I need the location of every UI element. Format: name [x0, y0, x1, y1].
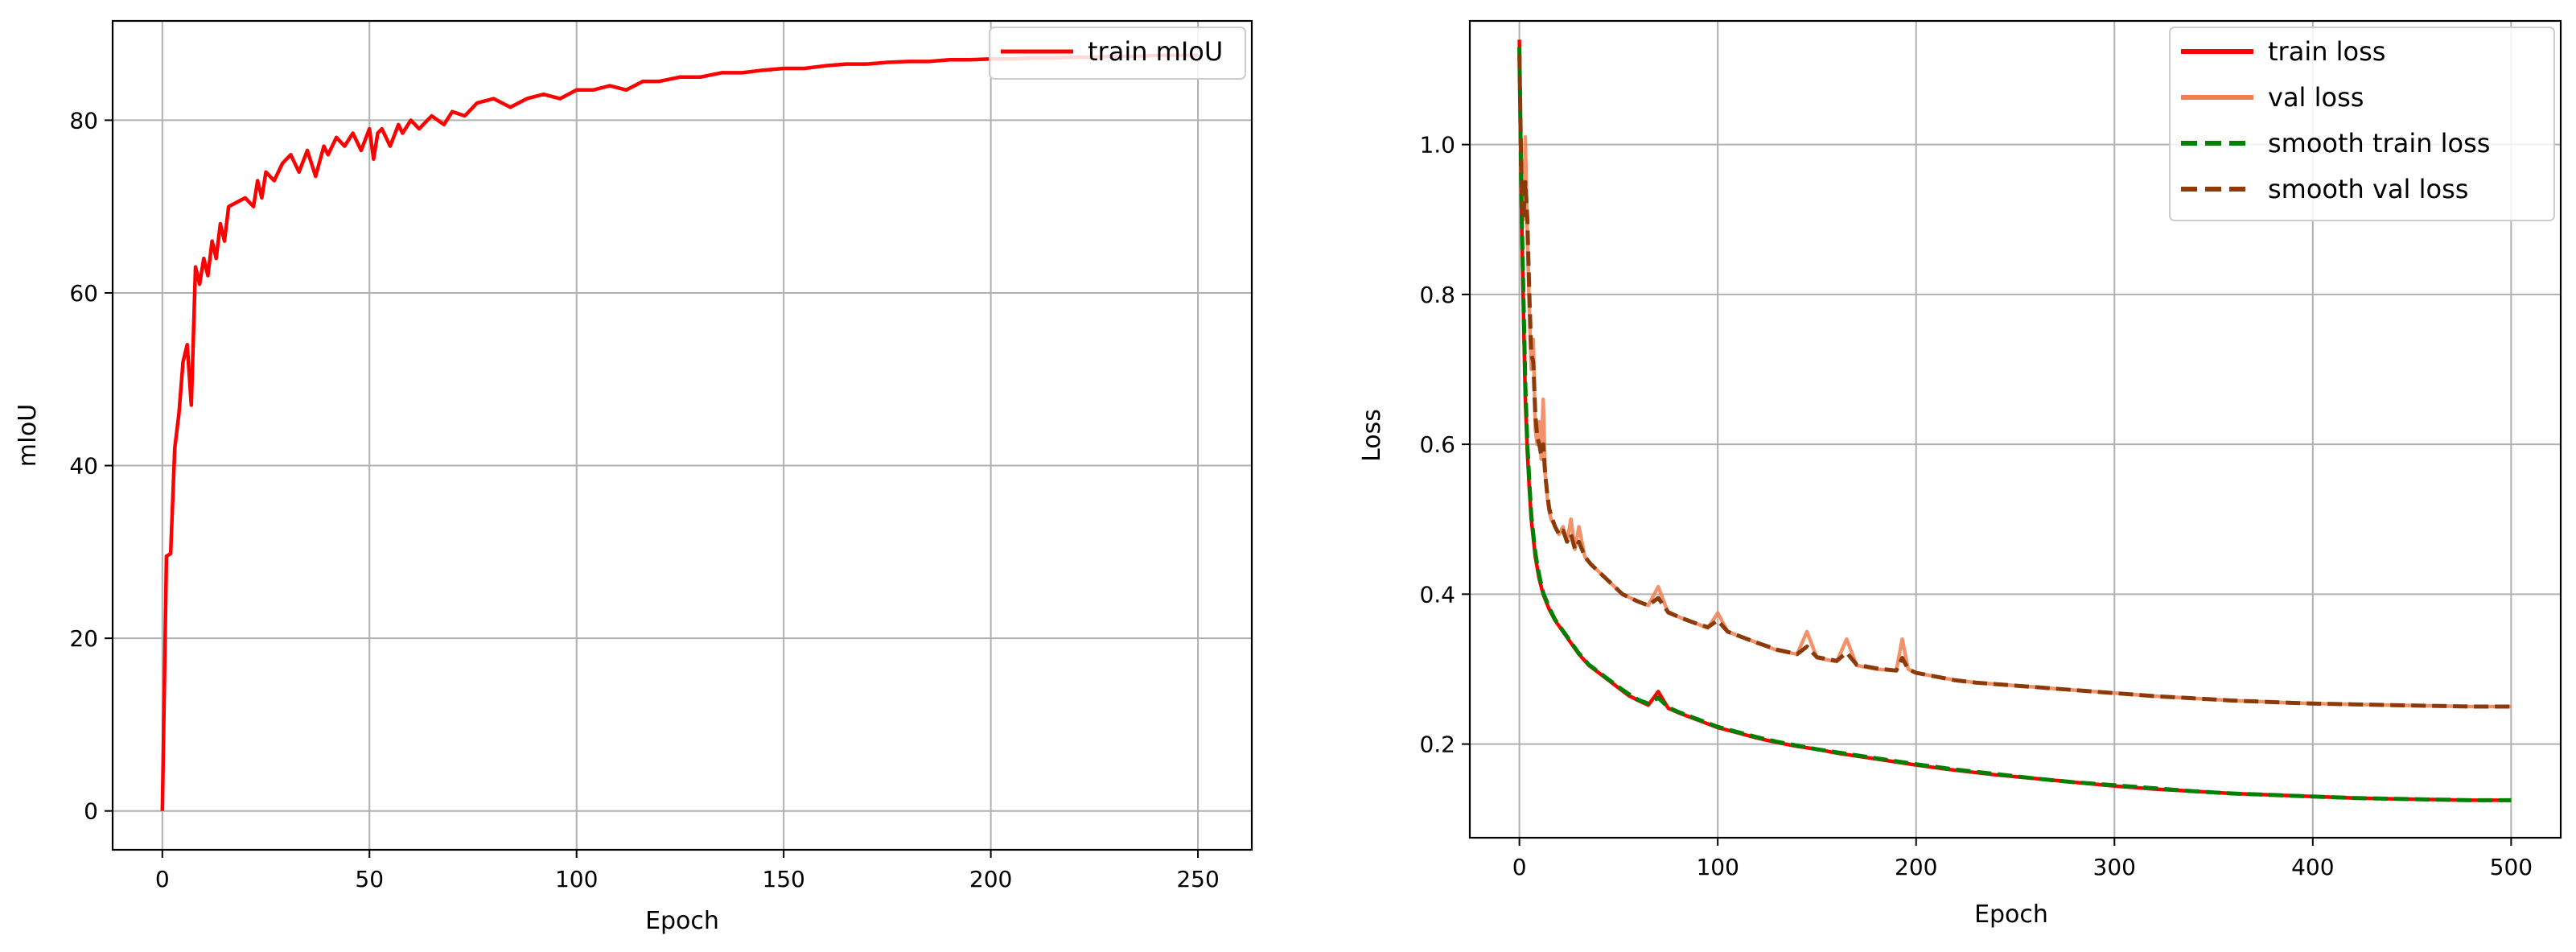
- loss-ytick-label: 0.4: [1419, 581, 1455, 608]
- miou-ytick-label: 60: [69, 280, 98, 307]
- miou-grid: [113, 21, 1252, 850]
- miou-legend-box: [989, 27, 1246, 80]
- miou-legend: train mIoU: [989, 27, 1246, 80]
- miou-ticks: 0 50 100 150 200 250 0 20 40 60 80: [69, 107, 1219, 892]
- loss-ticks: 0 100 200 300 400 500 0.2 0.4 0.6 0.8 1.0: [1419, 132, 2533, 880]
- loss-xtick-label: 400: [2291, 854, 2334, 880]
- loss-series-line-smooth-val-loss: [1517, 54, 2512, 709]
- miou-xtick-label: 250: [1176, 866, 1219, 892]
- miou-ytick-label: 40: [69, 453, 98, 480]
- loss-legend-label: smooth val loss: [2268, 174, 2468, 204]
- miou-xtick-label: 200: [969, 866, 1012, 892]
- miou-series: [160, 53, 1199, 811]
- loss-xtick-label: 0: [1512, 854, 1527, 880]
- loss-ytick-label: 0.2: [1419, 732, 1455, 758]
- loss-ytick-label: 1.0: [1419, 132, 1455, 159]
- miou-plot-frame: [111, 19, 1253, 851]
- loss-series: [1517, 39, 2512, 802]
- loss-xtick-label: 300: [2093, 854, 2136, 880]
- miou-xtick-label: 100: [555, 866, 598, 892]
- miou-ytick-label: 20: [69, 625, 98, 652]
- miou-ylabel: mIoU: [14, 404, 42, 467]
- loss-xlabel: Epoch: [1974, 900, 2048, 929]
- miou-chart: 0 50 100 150 200 250 0 20 40 60 80 Epoch mIoU trai…: [14, 19, 1253, 935]
- loss-legend-box: [2169, 27, 2555, 221]
- miou-series-line-train-miou: [160, 53, 1199, 811]
- loss-legend-label: train loss: [2268, 36, 2385, 67]
- miou-xtick-label: 50: [355, 866, 384, 892]
- loss-xtick-label: 200: [1895, 854, 1937, 880]
- miou-legend-label: train mIoU: [1088, 36, 1223, 67]
- miou-ytick-label: 0: [84, 798, 98, 825]
- loss-xtick-label: 500: [2490, 854, 2533, 880]
- loss-plot-frame: [1468, 19, 2562, 839]
- miou-xtick-label: 0: [155, 866, 170, 892]
- loss-series-line-smooth-train-loss: [1517, 47, 2512, 802]
- miou-xtick-label: 150: [762, 866, 804, 892]
- loss-legend: train loss val loss smooth train loss smoot…: [2169, 27, 2555, 221]
- miou-ytick-label: 80: [69, 107, 98, 134]
- loss-ytick-label: 0.6: [1419, 431, 1455, 458]
- loss-ytick-label: 0.8: [1419, 282, 1455, 308]
- loss-legend-label: val loss: [2268, 82, 2364, 113]
- miou-xlabel: Epoch: [645, 907, 719, 935]
- loss-chart: 0 100 200 300 400 500 0.2 0.4 0.6 0.8 1.0 Epoch Lo…: [1358, 19, 2562, 929]
- loss-legend-label: smooth train loss: [2268, 128, 2490, 159]
- loss-xtick-label: 100: [1696, 854, 1739, 880]
- loss-ylabel: Loss: [1358, 409, 1386, 462]
